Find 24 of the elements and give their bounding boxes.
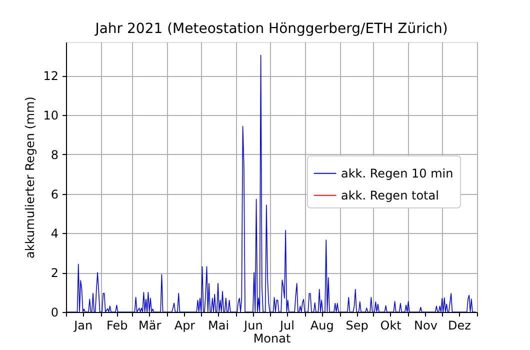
y-tick-label: 0 [50,306,58,320]
x-tick-label: Nov [414,318,438,332]
x-tick-label: Dez [448,318,471,332]
y-tick-label: 6 [50,187,58,202]
x-tick-label: Apr [174,318,196,332]
x-tick-label: Mai [208,318,230,332]
x-tick-label: Jun [243,318,263,332]
x-axis-title: Monat [253,332,291,346]
x-tick-label: Aug [310,318,334,332]
x-tick-label: Okt [380,318,402,332]
chart-title: Jahr 2021 (Meteostation Hönggerberg/ETH Zürich) [94,21,448,37]
x-tick-label: Sep [346,318,368,332]
y-tick-label: 4 [50,226,58,241]
y-tick-label: 2 [50,266,58,280]
x-tick-label: Feb [106,318,128,332]
x-tick-label: Jan [73,318,93,332]
y-tick-label: 12 [43,69,58,84]
legend-label: akk. Regen 10 min [341,166,454,180]
y-axis-title: akkumulierter Regen (mm) [23,96,38,258]
y-tick-label: 10 [43,108,58,122]
y-tick-label: 8 [50,148,58,162]
x-tick-label: Mär [138,318,162,332]
legend-label: akk. Regen total [341,188,439,202]
x-tick-label: Jul [278,318,294,332]
